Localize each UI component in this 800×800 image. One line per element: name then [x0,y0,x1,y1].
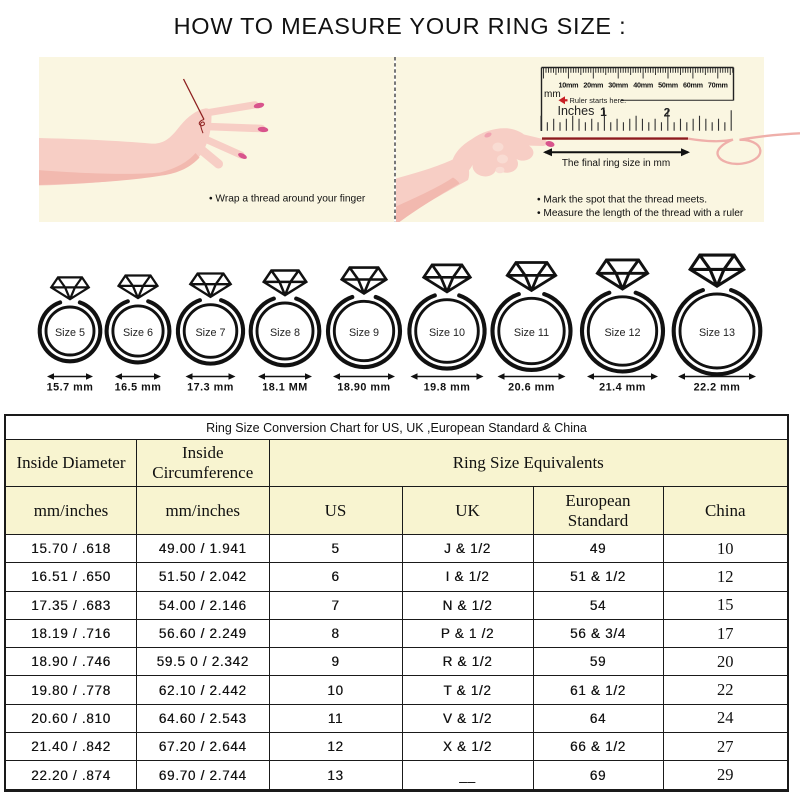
svg-text:20mm: 20mm [583,81,603,90]
svg-text:Size 7: Size 7 [195,327,225,339]
svg-text:mm: mm [544,89,561,100]
svg-text:40mm: 40mm [633,81,653,90]
svg-text:• Mark the spot that the threa: • Mark the spot that the thread meets. [537,195,707,206]
svg-text:60mm: 60mm [683,81,703,90]
svg-text:18.1 MM: 18.1 MM [262,382,308,394]
svg-text:The final ring size in mm: The final ring size in mm [562,158,670,169]
svg-text:1: 1 [600,105,607,119]
svg-text:Ruler starts here.: Ruler starts here. [570,96,627,105]
svg-text:Size 8: Size 8 [270,327,300,339]
svg-text:30mm: 30mm [608,81,628,90]
svg-text:• Wrap a thread around your fi: • Wrap a thread around your finger [209,194,366,205]
svg-text:17.3 mm: 17.3 mm [187,382,234,394]
svg-text:22.2 mm: 22.2 mm [694,382,741,394]
svg-text:15.7 mm: 15.7 mm [47,382,94,394]
svg-text:Size 10: Size 10 [429,327,465,339]
svg-text:Size 11: Size 11 [514,327,549,339]
svg-text:Size 5: Size 5 [55,327,85,339]
svg-text:70mm: 70mm [708,81,728,90]
svg-text:10mm: 10mm [559,81,579,90]
svg-text:Size 9: Size 9 [349,327,379,339]
svg-text:18.90 mm: 18.90 mm [337,382,390,394]
svg-text:50mm: 50mm [658,81,678,90]
svg-text:19.8 mm: 19.8 mm [424,382,471,394]
svg-text:16.5 mm: 16.5 mm [115,382,162,394]
svg-text:Size 6: Size 6 [123,327,153,339]
svg-text:2: 2 [664,106,671,120]
svg-text:• Measure the length of the th: • Measure the length of the thread with … [537,208,744,219]
svg-text:Inches: Inches [558,104,595,118]
svg-text:Size 13: Size 13 [699,327,735,339]
svg-text:21.4 mm: 21.4 mm [599,382,646,394]
svg-text:20.6 mm: 20.6 mm [508,382,555,394]
svg-text:Size 12: Size 12 [604,327,640,339]
